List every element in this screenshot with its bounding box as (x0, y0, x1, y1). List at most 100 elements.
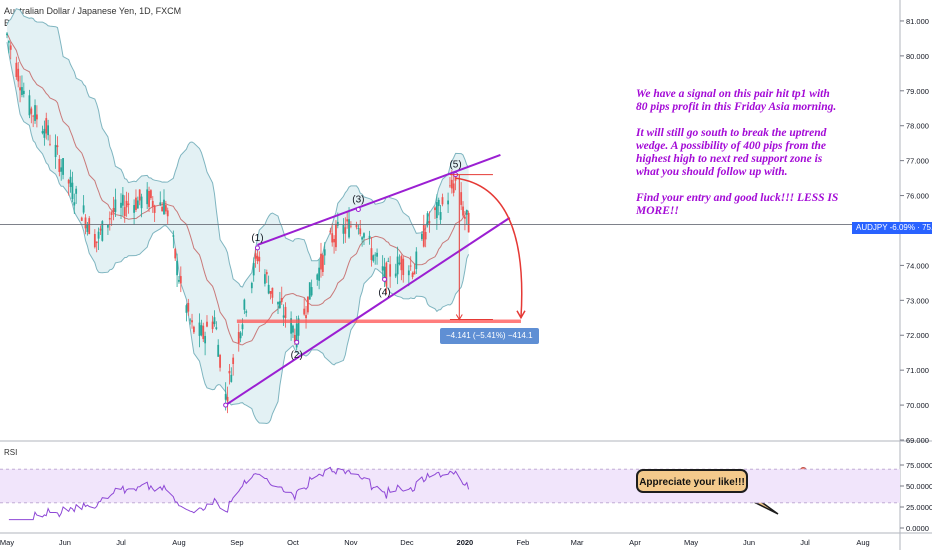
candle-body (163, 199, 165, 215)
candle-body (22, 90, 25, 95)
candle-body (159, 202, 162, 205)
candle-body (374, 254, 377, 256)
candle-body (424, 231, 427, 240)
candle-body (219, 355, 221, 368)
candle-body (36, 114, 38, 120)
candle-body (264, 274, 266, 284)
candle-body (45, 118, 48, 134)
candle-body (151, 200, 154, 207)
candle-body (452, 183, 455, 193)
candle-body (185, 305, 188, 313)
candle-body (321, 255, 324, 273)
candle-body (7, 41, 10, 43)
candle-body (32, 115, 35, 117)
candle-body (97, 231, 100, 239)
candle-body (239, 332, 242, 339)
candle-body (121, 194, 124, 206)
candle-body (153, 205, 156, 213)
candle-body (243, 299, 246, 310)
candle-body (60, 167, 63, 172)
candle-body (387, 260, 390, 262)
x-tick-label: Aug (172, 538, 185, 547)
wave-label: (2) (291, 350, 303, 361)
candle-body (409, 265, 412, 267)
measure-label: −4.141 (−5.41%) −414.1 (440, 328, 539, 344)
candle-body (385, 262, 388, 287)
y-tick-label: 76.000 (906, 192, 929, 201)
candles (6, 32, 470, 414)
candle-body (172, 235, 175, 237)
projection-arrowhead (516, 310, 526, 320)
candle-body (437, 199, 440, 207)
candle-body (112, 208, 115, 212)
analysis-note: We have a signal on this pair hit tp1 wi… (636, 88, 841, 231)
candle-body (189, 319, 192, 321)
candle-body (148, 190, 150, 207)
candle-body (21, 87, 23, 95)
candle-body (465, 209, 468, 215)
candle-body (133, 205, 135, 213)
rsi-label: RSI (4, 448, 17, 457)
candle-body (140, 196, 143, 209)
candle-body (164, 205, 167, 212)
candle-body (215, 327, 218, 330)
candle-body (101, 221, 104, 241)
candle-body (258, 256, 261, 262)
candle-body (198, 322, 201, 336)
swing-point (355, 207, 361, 213)
candle-body (174, 248, 177, 259)
candle-body (230, 374, 233, 382)
candle-body (166, 210, 169, 217)
candle-body (292, 325, 294, 333)
note-paragraph-1: We have a signal on this pair hit tp1 wi… (636, 88, 837, 113)
candle-body (136, 200, 139, 209)
swing-point (294, 339, 300, 345)
candle-body (277, 301, 279, 305)
wedge-lower-line (225, 216, 511, 406)
candle-body (394, 273, 397, 277)
candle-body (95, 241, 98, 244)
candle-body (308, 282, 311, 300)
candle-body (245, 311, 248, 313)
candle-body (269, 291, 272, 294)
candle-body (17, 68, 20, 82)
candle-body (441, 197, 444, 205)
candle-body (411, 272, 414, 278)
candle-body (161, 206, 164, 212)
candle-body (265, 272, 268, 275)
candle-body (192, 326, 195, 333)
candle-body (426, 213, 429, 226)
candle-body (464, 216, 466, 219)
axes: 81.000 80.000 79.000 78.000 77.000 76.000 75.0… (0, 17, 932, 547)
candle-body (421, 233, 423, 240)
candle-body (333, 238, 335, 243)
candle-body (176, 260, 178, 276)
candle-body (348, 219, 350, 238)
candle-body (206, 321, 208, 327)
candle-body (449, 185, 451, 187)
candle-body (191, 320, 193, 323)
rsi-pane: RSI (0, 448, 900, 521)
x-tick-label: Nov (344, 538, 358, 547)
candle-body (108, 217, 111, 220)
candle-body (73, 202, 76, 206)
candle-body (346, 219, 349, 222)
candle-body (267, 284, 270, 294)
candle-body (47, 125, 50, 136)
candle-body (303, 308, 306, 315)
candle-body (284, 306, 287, 318)
candle-body (135, 197, 137, 210)
candle-body (450, 179, 453, 189)
candle-body (359, 228, 362, 235)
candle-body (370, 248, 373, 261)
candle-body (256, 255, 259, 261)
candle-body (282, 315, 285, 318)
like-callout: Appreciate your like!!! (636, 469, 748, 493)
candle-body (125, 200, 128, 208)
candle-body (413, 271, 416, 275)
candle-body (43, 128, 46, 138)
candle-body (355, 224, 358, 228)
candle-body (226, 396, 229, 401)
candle-body (252, 263, 255, 276)
